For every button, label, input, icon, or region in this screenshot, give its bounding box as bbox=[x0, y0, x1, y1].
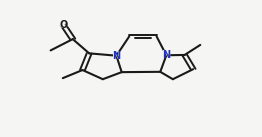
Text: N: N bbox=[162, 50, 170, 60]
Text: N: N bbox=[112, 51, 121, 61]
Text: N: N bbox=[112, 51, 121, 61]
Text: O: O bbox=[59, 20, 67, 30]
Text: N: N bbox=[162, 50, 171, 60]
Text: O: O bbox=[58, 20, 68, 30]
